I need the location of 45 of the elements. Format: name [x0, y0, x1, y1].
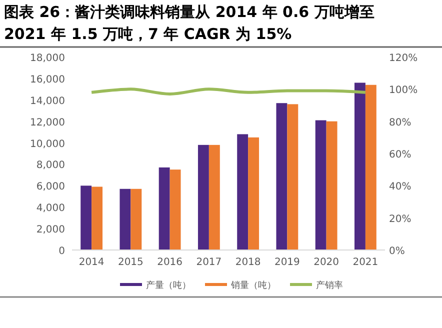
x-tick-label: 2021	[352, 257, 378, 268]
bar	[158, 167, 170, 250]
legend-label: 销量（吨）	[230, 280, 276, 291]
bar	[170, 170, 181, 250]
y-tick-label: 10,000	[30, 138, 65, 150]
bar	[130, 188, 142, 250]
y-tick-label: 8,000	[36, 160, 65, 172]
y-tick-label: 18,000	[30, 53, 65, 64]
bar	[315, 120, 326, 250]
x-tick-label: 2014	[78, 257, 104, 268]
bar	[92, 186, 103, 250]
bar	[354, 82, 366, 250]
bar	[326, 121, 338, 250]
bar	[248, 137, 260, 250]
bar	[237, 134, 248, 250]
x-tick-label: 2016	[157, 257, 183, 268]
y-tick-label: 14,000	[30, 96, 65, 107]
y-tick-label: 6,000	[36, 182, 65, 193]
legend-label: 产销率	[316, 280, 343, 291]
bar	[365, 84, 376, 250]
bar	[276, 103, 288, 250]
x-tick-label: 2015	[118, 257, 144, 268]
y-tick-label: 4,000	[36, 203, 65, 214]
x-tick-label: 2020	[314, 257, 340, 268]
y2-tick-label: 100%	[389, 85, 418, 96]
y2-tick-label: 40%	[389, 182, 412, 193]
y-tick-label: 16,000	[30, 74, 65, 86]
y-tick-label: 12,000	[30, 117, 65, 128]
y-tick-label: 2,000	[36, 224, 65, 236]
y2-tick-label: 0%	[389, 246, 405, 257]
y2-tick-label: 20%	[389, 214, 412, 225]
bar	[208, 144, 220, 250]
y2-tick-label: 80%	[389, 117, 412, 128]
x-tick-label: 2018	[235, 257, 261, 268]
y-tick-label: 0	[58, 246, 65, 257]
bar	[120, 188, 131, 250]
y2-tick-label: 60%	[389, 150, 412, 160]
y2-tick-label: 120%	[389, 53, 418, 64]
x-tick-label: 2019	[274, 257, 300, 268]
bar	[198, 144, 209, 250]
legend-label: 产量（吨）	[146, 280, 191, 291]
x-tick-label: 2017	[196, 257, 222, 268]
bar	[80, 186, 92, 250]
bar	[287, 104, 298, 250]
chart-title: 图表 26：酱汁类调味料销量从 2014 年 0.6 万吨增至 2021 年 1.5 万吨，7 年 CAGR 为 15%	[4, 3, 374, 43]
